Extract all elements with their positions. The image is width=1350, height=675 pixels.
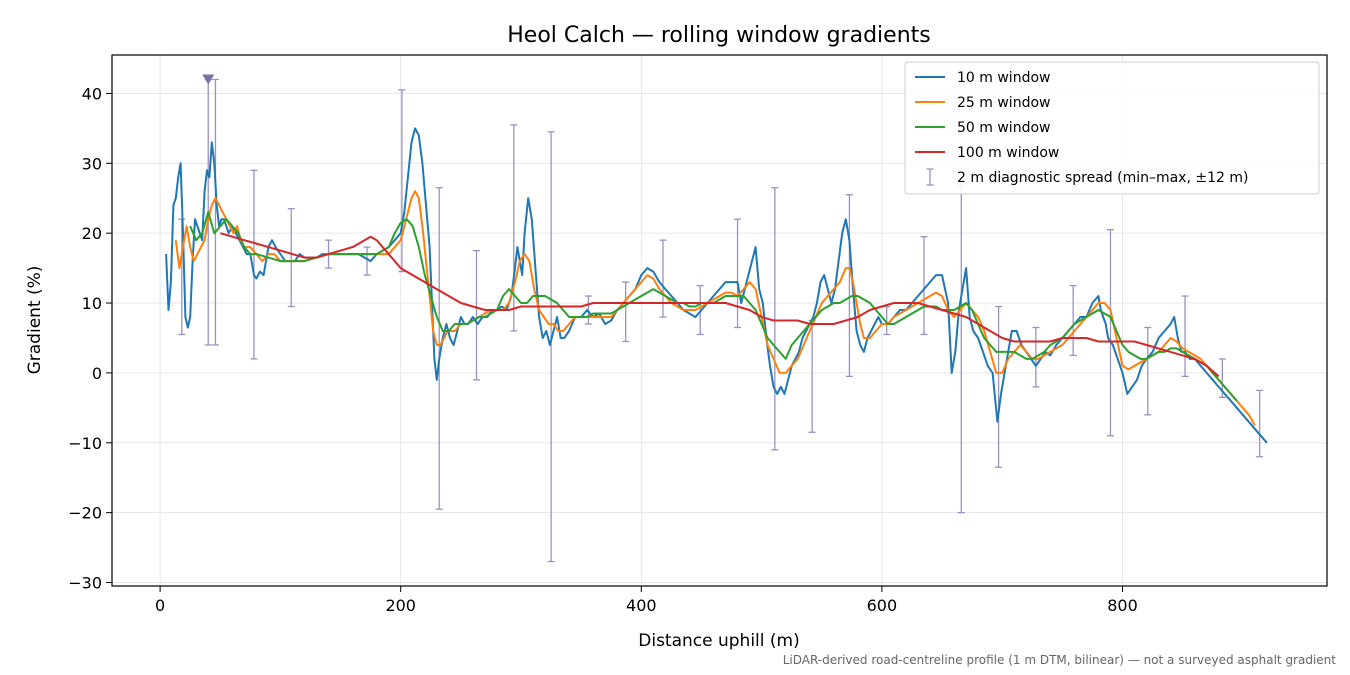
y-tick-label: −20: [68, 504, 102, 523]
legend: 10 m window 25 m window 50 m window 100 m w…: [904, 61, 1320, 195]
diagnostic-errorbar: [845, 194, 853, 378]
x-tick-label: 200: [385, 596, 416, 615]
diagnostic-errorbar: [659, 239, 667, 318]
diagnostic-errorbar: [1106, 229, 1114, 437]
diagnostic-errorbar: [995, 305, 1003, 468]
y-tick-label: 30: [82, 154, 102, 173]
y-tick-label: 40: [82, 84, 102, 103]
diagnostic-errorbar: [435, 187, 443, 510]
footnote: LiDAR-derived road-centreline profile (1…: [783, 653, 1337, 667]
x-axis-label: Distance uphill (m): [638, 631, 799, 651]
diagnostic-errorbar: [211, 78, 219, 346]
diagnostic-errorbar: [398, 89, 406, 273]
legend-label: 25 m window: [957, 95, 1050, 111]
diagnostic-errorbar: [622, 281, 630, 343]
y-tick-label: 20: [82, 224, 102, 243]
y-axis-label: Gradient (%): [25, 266, 45, 375]
diagnostic-errorbar: [734, 218, 742, 329]
diagnostic-errorbar: [547, 131, 555, 563]
diagnostic-errorbar: [1256, 389, 1264, 458]
x-tick-label: 800: [1107, 596, 1138, 615]
series-line: [220, 232, 1220, 378]
diagnostic-errorbar: [1181, 295, 1189, 378]
y-tick-label: 0: [92, 364, 102, 383]
plot-frame: [111, 54, 1328, 587]
diagnostic-errorbar: [510, 124, 518, 332]
plot-area: [165, 74, 1268, 563]
diagnostic-errorbar: [920, 236, 928, 336]
diagnostic-errorbar: [771, 187, 779, 451]
series-line: [189, 211, 1238, 402]
max-marker: [202, 74, 215, 85]
chart-title: Heol Calch — rolling window gradients: [507, 23, 930, 48]
diagnostic-errorbar: [1144, 326, 1152, 416]
legend-label: 2 m diagnostic spread (min–max, ±12 m): [957, 170, 1248, 186]
legend-label: 50 m window: [957, 120, 1050, 136]
diagnostic-errorbar: [287, 208, 295, 308]
axis-ticks: 0 200 400 600 800 −30 −20 −10 0 10 20 30 40: [68, 84, 1138, 615]
diagnostic-errorbar: [473, 249, 480, 381]
legend-box: [904, 61, 1320, 195]
x-tick-label: 400: [626, 596, 657, 615]
legend-label: 100 m window: [957, 145, 1059, 161]
x-tick-label: 600: [867, 596, 898, 615]
x-tick-label: 0: [155, 596, 165, 615]
y-tick-label: 10: [82, 294, 102, 313]
y-tick-label: −30: [68, 574, 102, 593]
diagnostic-errorbar: [363, 246, 371, 276]
legend-label: 10 m window: [957, 70, 1050, 86]
y-tick-label: −10: [68, 434, 102, 453]
diagnostic-errorbar: [250, 169, 258, 360]
diagnostic-errorbar: [1069, 284, 1077, 357]
